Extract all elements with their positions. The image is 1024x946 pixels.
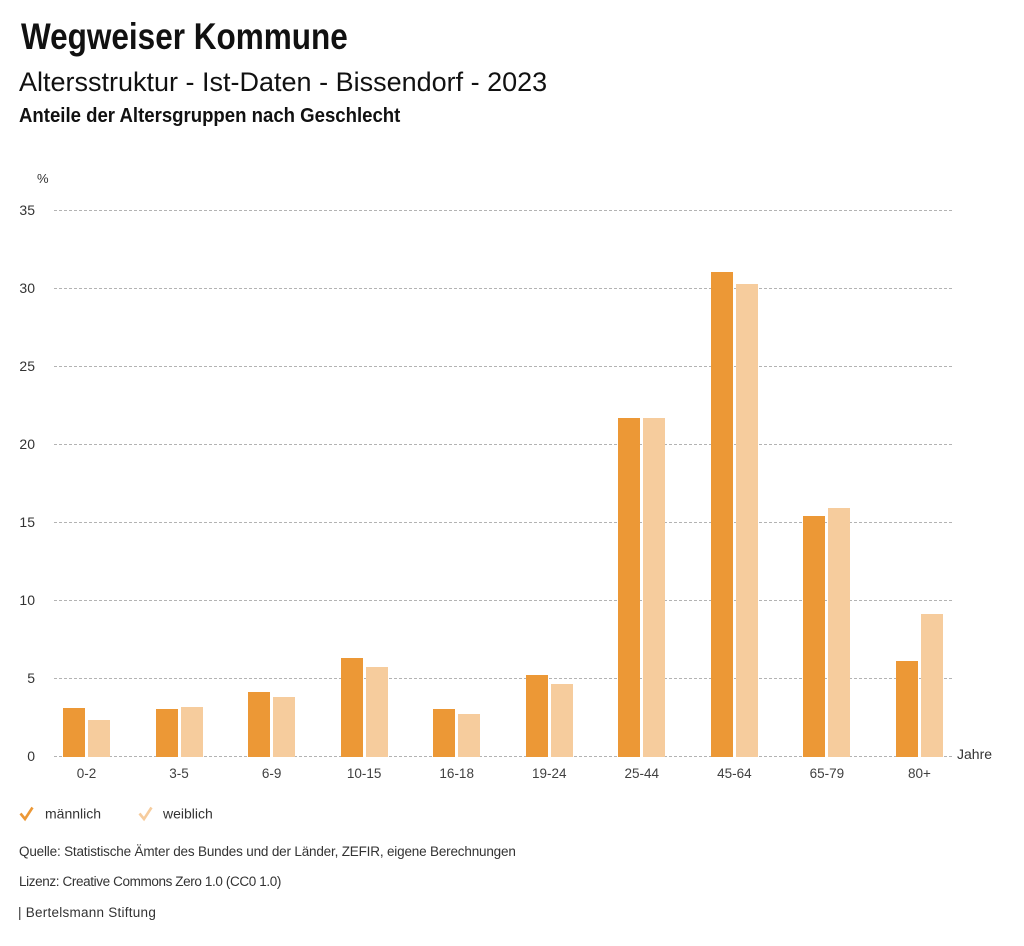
svg-text:männlich: männlich — [45, 806, 101, 822]
svg-text:weiblich: weiblich — [162, 806, 213, 822]
